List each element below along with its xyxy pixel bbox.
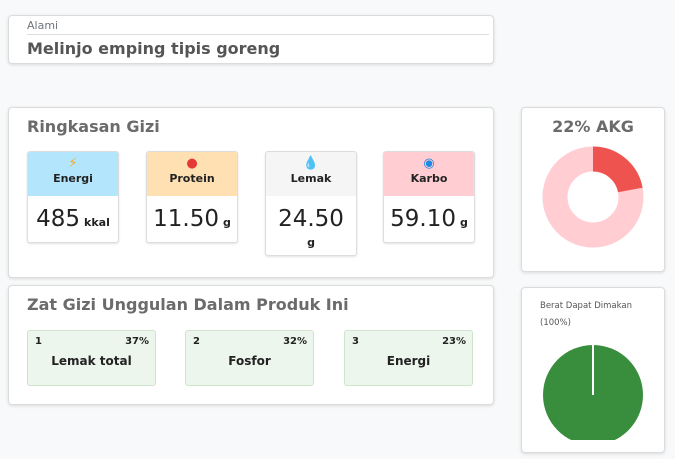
nutrient-name: Energi [386,354,431,368]
percent: 23% [442,336,466,347]
nutrient-name: Fosfor [228,354,271,368]
highlight-item: 1 37% Lemak total [27,330,156,386]
nutrient-unit: g [307,236,315,249]
akg-card: 22% AKG [521,107,665,272]
oil-drop-icon: 💧 [302,156,320,171]
highlights-card: Zat Gizi Unggulan Dalam Produk Ini 1 37% L… [8,285,494,405]
section-title: Ringkasan Gizi [27,117,160,136]
nutrient-label: Protein [169,172,215,185]
nutrient-unit: g [459,216,468,229]
nutrient-protein: ● Protein 11.50 g [146,151,238,243]
nutrient-label: Karbo [410,172,448,185]
edible-pie-chart [543,345,643,440]
section-title: Zat Gizi Unggulan Dalam Produk Ini [27,295,349,314]
edible-label: Berat Dapat Dimakan [540,301,632,311]
nutrient-unit: g [222,216,231,229]
edible-percent: (100%) [540,318,571,328]
nutrient-value: 485 [36,206,81,232]
edible-weight-card: Berat Dapat Dimakan (100%) [521,287,665,453]
nutrient-karbo: ◉ Karbo 59.10 g [383,151,475,243]
nutrient-label: Energi [53,172,93,185]
nutrient-label: Lemak [290,172,332,185]
product-name: Melinjo emping tipis goreng [27,39,281,58]
nutrition-summary-card: Ringkasan Gizi ⚡ Energi 485 kkal ● Protein … [8,107,494,278]
percent: 37% [125,336,149,347]
rank: 3 [352,336,359,347]
akg-filled-segment [542,146,644,248]
nutrient-unit: kkal [84,216,110,229]
percent: 32% [283,336,307,347]
product-category: Alami [27,19,59,32]
product-card: Alami Melinjo emping tipis goreng [8,15,494,64]
meat-icon: ● [186,156,198,171]
highlight-item: 2 32% Fosfor [185,330,314,386]
divider [27,34,489,35]
nutrient-value: 11.50 [153,206,219,232]
akg-title: 22% AKG [552,117,634,136]
grain-icon: ◉ [423,156,435,171]
rank: 2 [193,336,200,347]
highlight-item: 3 23% Energi [344,330,473,386]
nutrient-energi: ⚡ Energi 485 kkal [27,151,119,243]
akg-donut-chart [542,146,644,248]
nutrient-name: Lemak total [51,354,132,368]
nutrient-value: 24.50 [278,206,344,232]
nutrient-lemak: 💧 Lemak 24.50 g [265,151,357,256]
nutrient-value: 59.10 [390,206,456,232]
lightning-icon: ⚡ [68,156,78,171]
rank: 1 [35,336,42,347]
